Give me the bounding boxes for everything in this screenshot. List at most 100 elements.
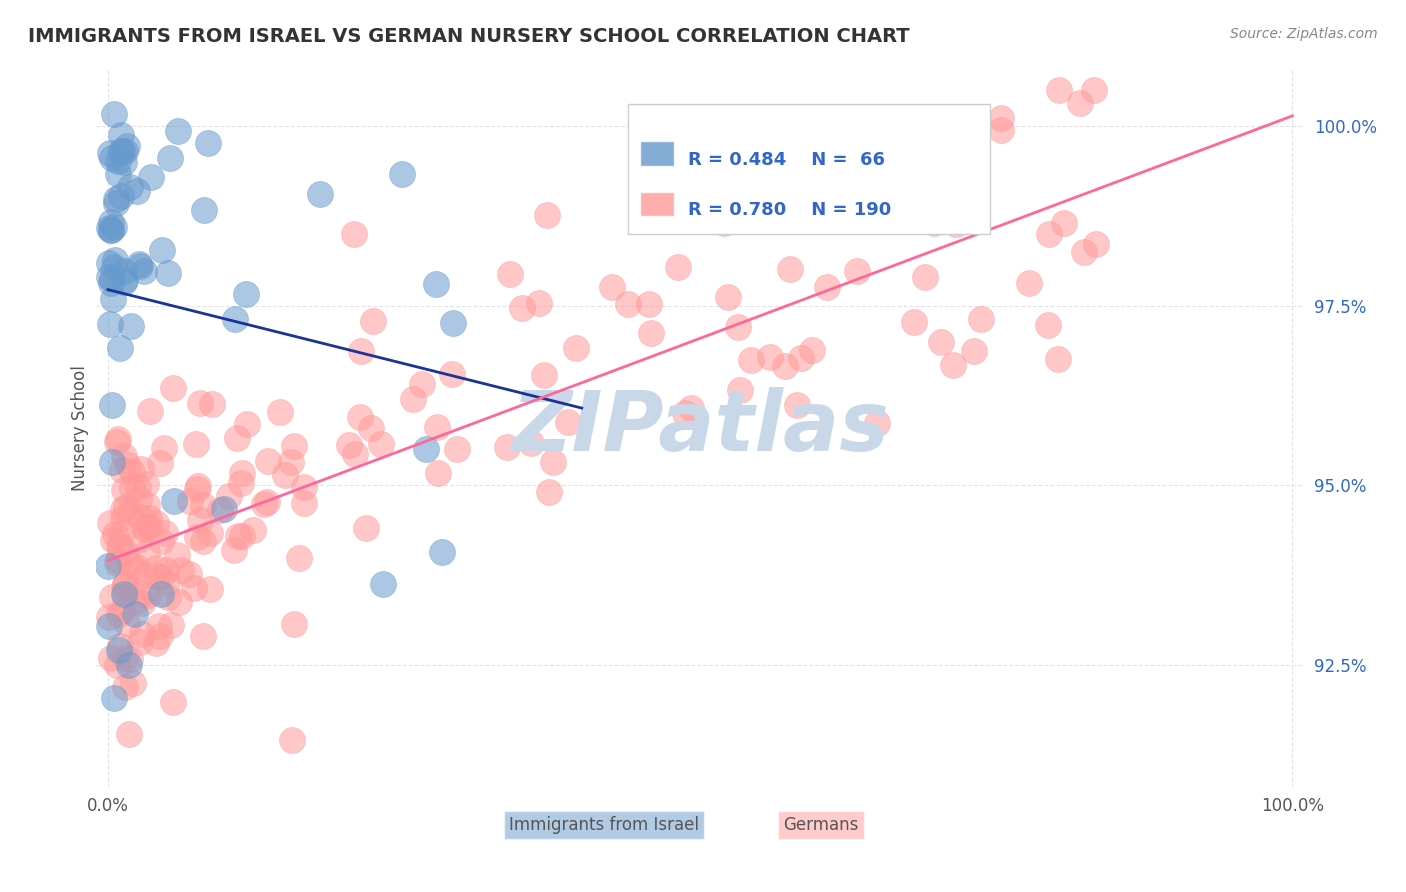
Point bbox=[111, 604, 134, 618]
Point bbox=[107, 432, 129, 446]
Point bbox=[111, 144, 134, 158]
Point bbox=[280, 454, 302, 468]
Y-axis label: Nursery School: Nursery School bbox=[72, 365, 89, 491]
Point bbox=[903, 315, 925, 329]
Point bbox=[121, 481, 143, 495]
Point bbox=[191, 534, 214, 549]
Point bbox=[1073, 244, 1095, 259]
Point bbox=[127, 184, 149, 198]
Point bbox=[138, 510, 160, 524]
Point bbox=[112, 449, 135, 463]
Point bbox=[145, 636, 167, 650]
Text: ZIPatlas: ZIPatlas bbox=[512, 387, 889, 468]
Point bbox=[713, 216, 735, 230]
Point bbox=[105, 195, 128, 210]
Point bbox=[100, 455, 122, 469]
Point bbox=[159, 151, 181, 165]
Point bbox=[112, 581, 135, 595]
Point bbox=[212, 502, 235, 516]
Point bbox=[112, 276, 135, 290]
Point bbox=[292, 496, 315, 510]
Point bbox=[740, 353, 762, 368]
Point bbox=[114, 273, 136, 287]
Point bbox=[117, 458, 139, 472]
Point bbox=[510, 301, 533, 315]
Point bbox=[273, 467, 295, 482]
Text: Source: ZipAtlas.com: Source: ZipAtlas.com bbox=[1230, 27, 1378, 41]
Point bbox=[107, 553, 129, 567]
Point bbox=[179, 566, 201, 581]
Point bbox=[187, 479, 209, 493]
Point bbox=[128, 533, 150, 547]
Point bbox=[115, 500, 138, 515]
Point bbox=[132, 264, 155, 278]
Point bbox=[118, 557, 141, 571]
Point bbox=[253, 497, 276, 511]
Point bbox=[136, 588, 159, 602]
Point bbox=[411, 376, 433, 391]
Point bbox=[105, 657, 128, 672]
Point bbox=[97, 610, 120, 624]
Point bbox=[150, 570, 173, 584]
Point bbox=[162, 695, 184, 709]
Point bbox=[179, 494, 201, 508]
Point bbox=[131, 596, 153, 610]
Point bbox=[139, 404, 162, 418]
Point bbox=[105, 192, 128, 206]
Point bbox=[425, 277, 447, 291]
Point bbox=[145, 560, 167, 574]
Point bbox=[110, 189, 132, 203]
Point bbox=[166, 124, 188, 138]
Point bbox=[914, 269, 936, 284]
Point bbox=[640, 326, 662, 340]
Point bbox=[101, 152, 124, 166]
Point bbox=[120, 318, 142, 333]
Point bbox=[538, 484, 561, 499]
Point bbox=[156, 266, 179, 280]
Bar bbox=[640, 142, 673, 166]
Point bbox=[242, 523, 264, 537]
Point bbox=[191, 630, 214, 644]
Point bbox=[963, 343, 986, 358]
Point bbox=[110, 639, 132, 653]
Point bbox=[120, 503, 142, 517]
Text: R = 0.780    N = 190: R = 0.780 N = 190 bbox=[688, 201, 891, 219]
Point bbox=[426, 419, 449, 434]
Text: IMMIGRANTS FROM ISRAEL VS GERMAN NURSERY SCHOOL CORRELATION CHART: IMMIGRANTS FROM ISRAEL VS GERMAN NURSERY… bbox=[28, 27, 910, 45]
Point bbox=[198, 582, 221, 596]
Point bbox=[107, 154, 129, 169]
Point bbox=[114, 144, 136, 158]
Point bbox=[110, 128, 132, 143]
Point bbox=[427, 466, 450, 480]
Point bbox=[790, 351, 813, 365]
Point bbox=[149, 587, 172, 601]
Point bbox=[104, 527, 127, 541]
Point bbox=[224, 311, 246, 326]
Point bbox=[226, 432, 249, 446]
Point bbox=[125, 563, 148, 577]
Point bbox=[865, 417, 887, 431]
Point bbox=[124, 607, 146, 621]
Point bbox=[1047, 83, 1070, 97]
Point bbox=[222, 543, 245, 558]
Point bbox=[942, 358, 965, 372]
Point bbox=[97, 558, 120, 573]
Point bbox=[131, 626, 153, 640]
Point bbox=[846, 263, 869, 277]
Point bbox=[617, 296, 640, 310]
Point bbox=[100, 215, 122, 229]
Point bbox=[339, 438, 361, 452]
Point bbox=[679, 401, 702, 415]
Point bbox=[169, 595, 191, 609]
Point bbox=[557, 415, 579, 429]
Point bbox=[1036, 318, 1059, 332]
Point bbox=[543, 455, 565, 469]
Point bbox=[107, 167, 129, 181]
Point bbox=[111, 525, 134, 540]
Point bbox=[183, 581, 205, 595]
Point bbox=[110, 540, 132, 554]
Point bbox=[666, 260, 689, 274]
Point bbox=[103, 292, 125, 306]
Point bbox=[430, 545, 453, 559]
Point bbox=[103, 533, 125, 548]
